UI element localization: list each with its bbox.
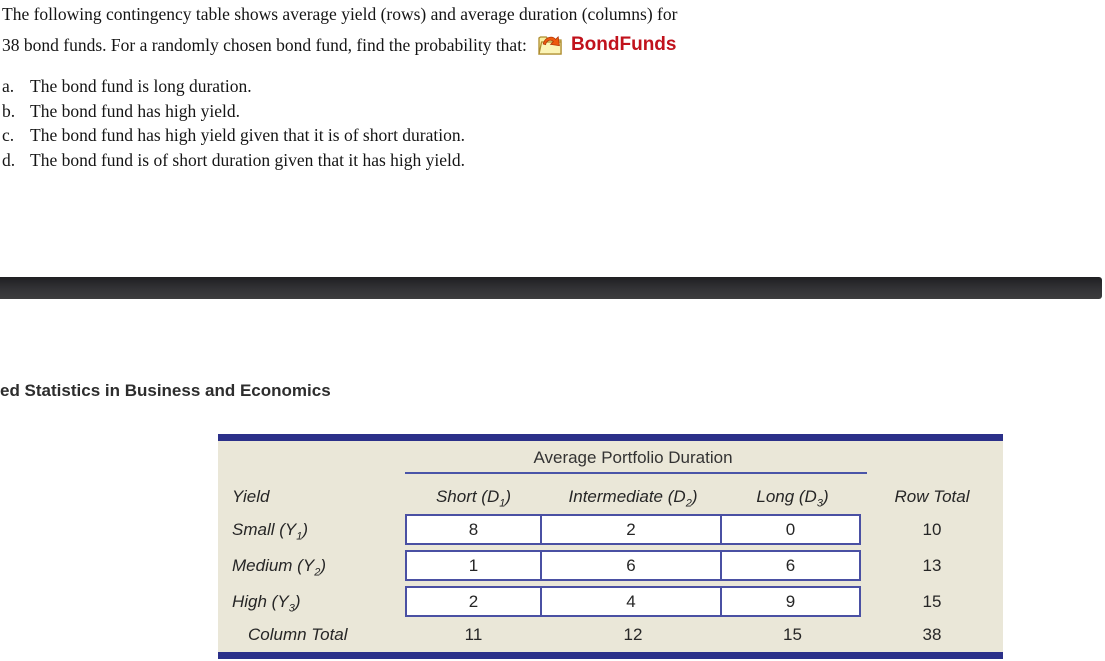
table-cell: 6 <box>785 555 796 575</box>
table-cell: 2 <box>407 588 542 615</box>
intro-line-1: The following contingency table shows av… <box>2 4 678 24</box>
table-row: 1 6 6 <box>405 550 861 581</box>
question-text: The bond fund has high yield given that … <box>30 125 466 146</box>
column-total-intermediate: 12 <box>623 625 643 644</box>
table-cell: 2 <box>542 516 722 543</box>
grand-total: 38 <box>922 625 942 644</box>
row-label-medium: Medium (Y2) <box>232 556 326 579</box>
spanner-underline <box>405 472 867 474</box>
row-total-small: 10 <box>922 520 942 539</box>
row-label-high: High (Y3) <box>232 592 301 615</box>
column-header-short: Short (D1) <box>435 487 512 510</box>
column-total-long: 15 <box>783 625 802 644</box>
question-list: a. The bond fund is long duration. b. Th… <box>2 74 862 172</box>
book-title-fragment: ed Statistics in Business and Economics <box>0 381 331 400</box>
question-item-c: c. The bond fund has high yield given th… <box>2 123 862 148</box>
column-header-intermediate: Intermediate (D2) <box>568 487 698 510</box>
question-item-a: a. The bond fund is long duration. <box>2 74 862 99</box>
table-cell: 8 <box>407 516 542 543</box>
question-letter: a. <box>2 76 15 96</box>
table-cell: 4 <box>542 588 722 615</box>
spanner-header: Average Portfolio Duration <box>533 448 733 467</box>
question-text: The bond fund has high yield. <box>30 100 240 121</box>
column-header-row-total: Row Total <box>894 487 970 506</box>
question-letter: c. <box>2 125 15 146</box>
table-cell: 1 <box>407 552 542 579</box>
contingency-table: Average Portfolio Duration Yield Short (… <box>218 434 1003 659</box>
table-row: 2 4 9 <box>405 586 861 617</box>
row-label-small: Small (Y1) <box>232 520 309 543</box>
question-text: The bond fund is long duration. <box>30 76 252 96</box>
column-header-long: Long (D3) <box>756 487 829 510</box>
table-row: 8 2 0 <box>405 514 861 545</box>
question-text: The bond fund is of short duration given… <box>30 149 466 170</box>
table-cell: 6 <box>542 552 722 579</box>
question-item-b: b. The bond fund has high yield. <box>2 99 862 124</box>
row-total-medium: 13 <box>922 556 942 575</box>
question-item-d: d. The bond fund is of short duration gi… <box>2 148 862 173</box>
table-bottom-rule <box>218 652 1003 659</box>
page-divider-bar <box>0 277 1102 299</box>
table-top-rule <box>218 434 1003 441</box>
table-cell: 0 <box>785 519 796 539</box>
column-header-yield: Yield <box>232 487 270 506</box>
table-body: Average Portfolio Duration Yield Short (… <box>218 441 1003 652</box>
dataset-link[interactable]: BondFunds <box>570 33 677 55</box>
problem-statement: The following contingency table shows av… <box>2 2 862 172</box>
row-total-high: 15 <box>922 592 942 611</box>
intro-line-2: 38 bond funds. For a randomly chosen bon… <box>2 34 527 55</box>
intro-line-2-row: 38 bond funds. For a randomly chosen bon… <box>2 27 862 64</box>
column-total-short: 11 <box>464 625 483 644</box>
question-letter: d. <box>2 149 16 170</box>
dataset-folder-icon <box>536 31 564 64</box>
question-letter: b. <box>2 100 16 121</box>
column-total-label: Column Total <box>248 625 348 644</box>
table-cell: 9 <box>785 591 796 611</box>
